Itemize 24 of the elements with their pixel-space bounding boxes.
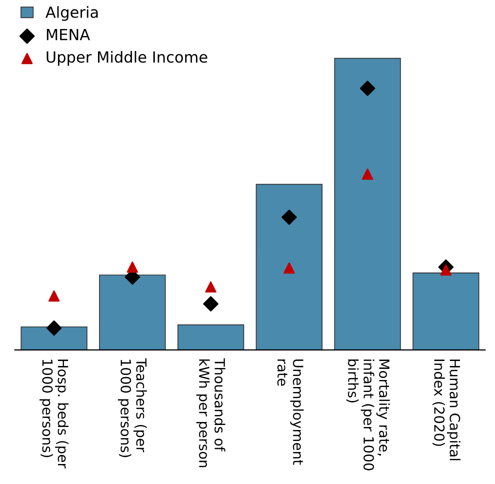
- x-tick-label: Mortality rate, infant (per 1000 births): [346, 360, 390, 470]
- x-tick-label: Teachers (per 1000 persons): [118, 358, 147, 458]
- point: [362, 168, 374, 180]
- point: [203, 296, 218, 312]
- point: [282, 210, 297, 225]
- bar: [20, 326, 88, 350]
- point: [205, 281, 216, 293]
- point: [360, 80, 376, 96]
- point: [284, 262, 295, 274]
- legend-label: MENA: [46, 29, 90, 40]
- point: [126, 262, 138, 273]
- bar: [334, 58, 401, 350]
- x-tick-label: Human Capital Index (2020): [432, 360, 460, 460]
- legend-label: Algeria: [46, 6, 98, 21]
- x-tick-label: Thousands of kWh per person: [196, 358, 226, 468]
- bar: [412, 272, 480, 350]
- point: [46, 320, 62, 336]
- x-tick-label: Unemployment rate: [277, 359, 304, 465]
- point: [48, 290, 60, 302]
- bar: [256, 184, 322, 350]
- bar: [177, 324, 244, 350]
- bar: [99, 274, 166, 350]
- x-tick-label: Hosp. beds (per 1000 persons): [40, 360, 69, 468]
- legend-label: Upper Middle Income: [46, 50, 208, 66]
